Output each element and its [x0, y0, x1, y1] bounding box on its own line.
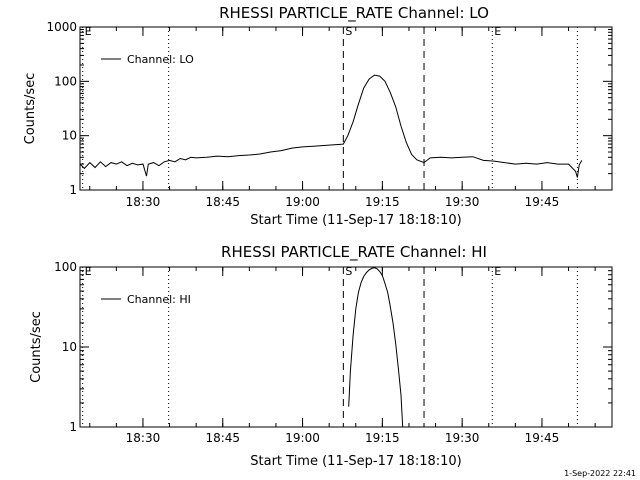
chart-title: RHESSI PARTICLE_RATE Channel: HI: [221, 243, 487, 262]
event-marker-label: S: [345, 265, 352, 278]
plot-frame: [79, 266, 613, 428]
y-axis-label: Counts/sec: [29, 311, 44, 383]
footer-timestamp: 1-Sep-2022 22:41: [564, 469, 636, 478]
event-marker-label: E: [494, 25, 501, 38]
y-tick-label: 10: [62, 129, 77, 143]
x-tick-label: 19:45: [525, 431, 560, 445]
x-axis-label: Start Time (11-Sep-17 18:18:10): [250, 213, 461, 228]
chart-title: RHESSI PARTICLE_RATE Channel: LO: [219, 4, 489, 23]
x-tick-label: 19:00: [285, 431, 320, 445]
x-tick-label: 18:45: [205, 431, 240, 445]
y-tick-label: 10: [62, 340, 77, 354]
y-tick-label: 100: [54, 260, 77, 274]
event-marker-label: E: [85, 265, 92, 278]
legend-entry: Channel: LO: [127, 53, 194, 66]
chart-panel-hi: RHESSI PARTICLE_RATE Channel: HI 1 10 100 18…: [29, 243, 613, 469]
event-marker-label: E: [85, 25, 92, 38]
legend-entry: Channel: HI: [127, 293, 191, 306]
y-tick-label: 1: [69, 420, 77, 434]
plot-frame: [79, 26, 613, 191]
y-tick-label: 1: [69, 183, 77, 197]
x-tick-label: 19:30: [445, 431, 480, 445]
event-marker-label: E: [494, 265, 501, 278]
x-axis-label: Start Time (11-Sep-17 18:18:10): [250, 454, 461, 469]
series-line: [79, 74, 583, 178]
y-tick-label: 1000: [46, 20, 77, 34]
x-tick-label: 19:00: [285, 195, 320, 209]
chart-panel-lo: RHESSI PARTICLE_RATE Channel: LO 1 10 100 10…: [23, 4, 613, 228]
x-tick-label: 18:45: [205, 195, 240, 209]
x-tick-label: 18:30: [126, 195, 161, 209]
y-tick-label: 100: [54, 74, 77, 88]
x-tick-label: 18:30: [126, 431, 161, 445]
series-line: [348, 267, 404, 428]
x-tick-label: 19:15: [365, 431, 400, 445]
x-tick-label: 19:15: [365, 195, 400, 209]
x-tick-label: 19:45: [525, 195, 560, 209]
y-axis-label: Counts/sec: [23, 73, 38, 145]
x-tick-label: 19:30: [445, 195, 480, 209]
event-marker-label: S: [345, 25, 352, 38]
